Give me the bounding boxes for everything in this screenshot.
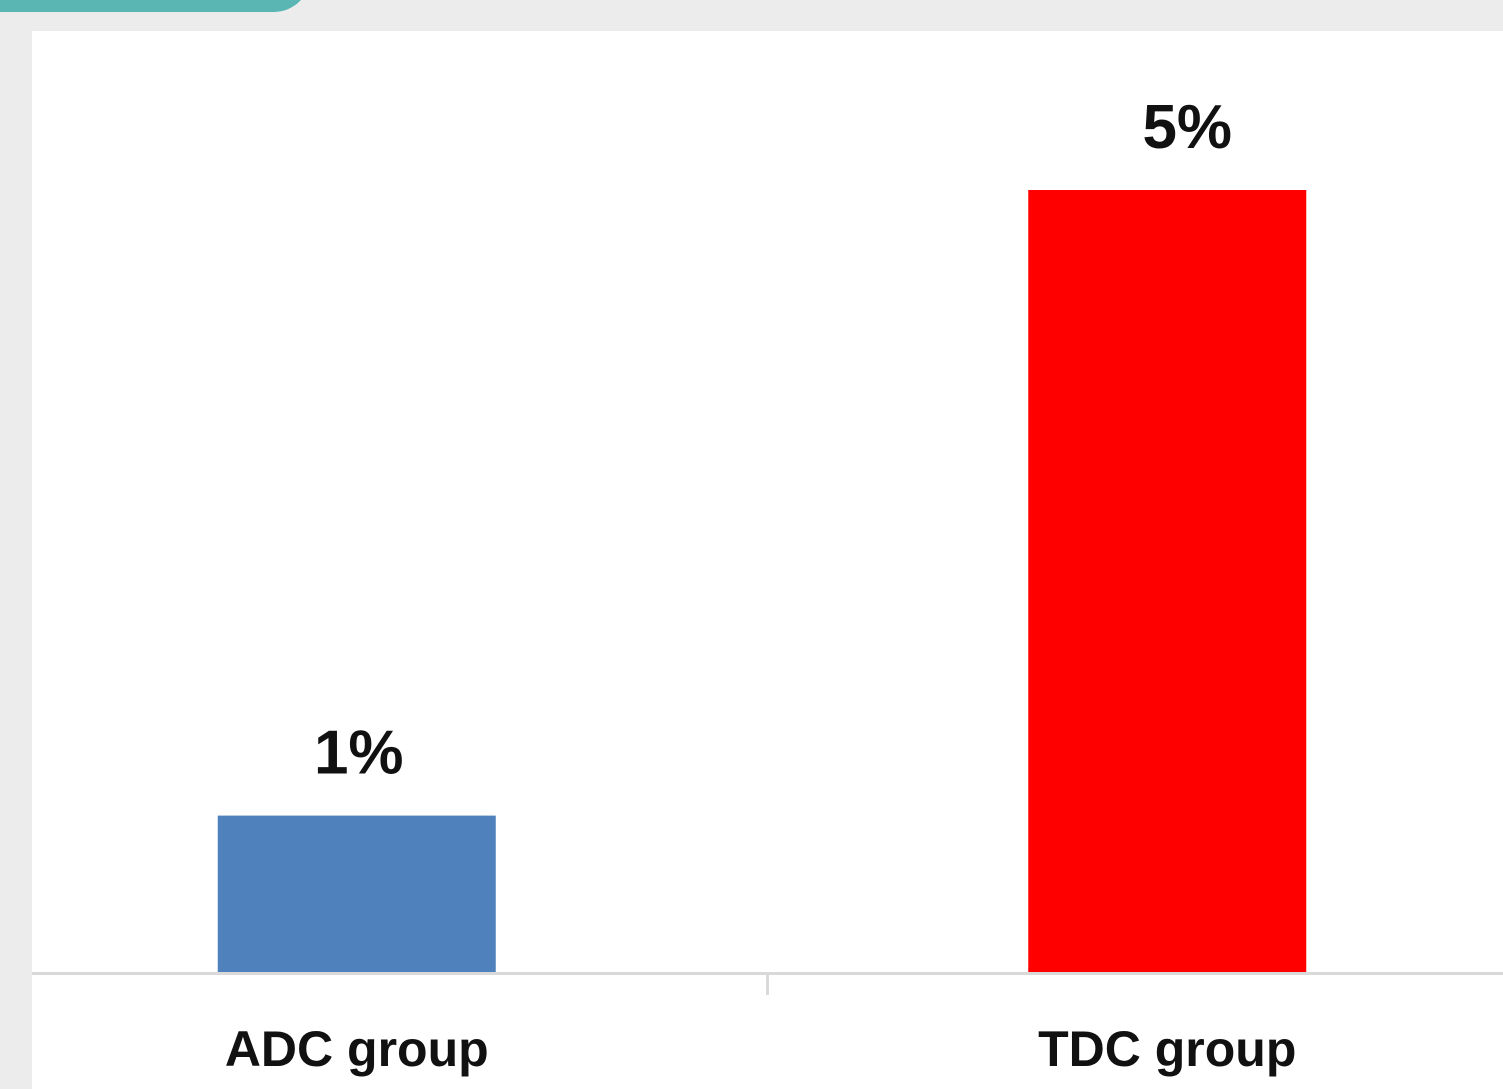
bar-adc-group bbox=[217, 815, 496, 972]
x-tick-label-adc-group: ADC group bbox=[225, 1021, 489, 1077]
bar-tdc-group bbox=[1028, 190, 1307, 972]
x-tick-label-tdc-group: TDC group bbox=[1038, 1021, 1296, 1077]
data-label-tdc-group: 5% bbox=[1142, 93, 1232, 162]
bars-layer bbox=[217, 190, 1307, 972]
category-labels-layer: ADC group TDC group bbox=[225, 1021, 1297, 1077]
value-labels-layer: 1% 5% bbox=[314, 93, 1232, 788]
data-label-adc-group: 1% bbox=[314, 719, 404, 788]
decorative-tab bbox=[0, 0, 310, 12]
